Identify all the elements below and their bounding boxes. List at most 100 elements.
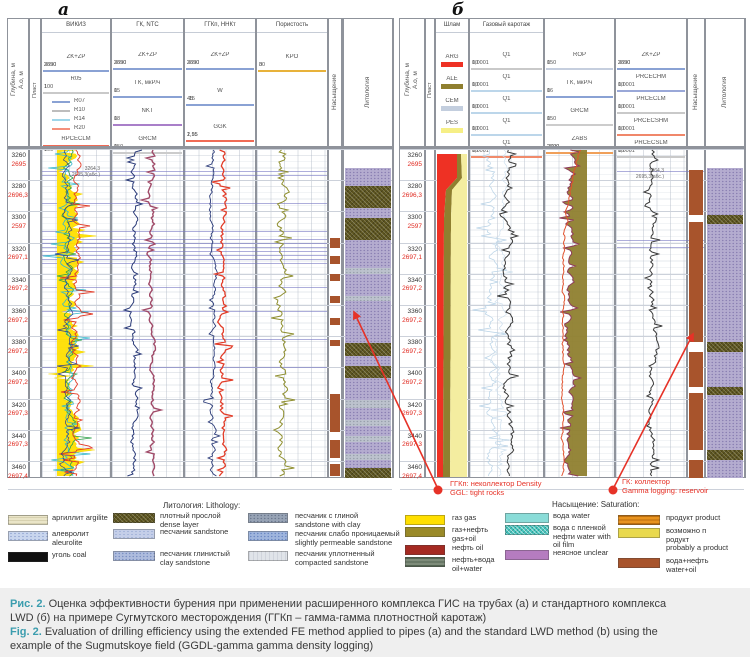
b-t1-row2-max: 10 [472,82,479,88]
b-t2-row1-scale: 0 150 [545,60,614,67]
a-t2-row3-scale: 0 18 [112,116,183,123]
legend-swatch-dense [113,513,155,523]
b-depth-md-label: 3360 [407,308,422,315]
panel-a-saturation-column [329,19,341,477]
b-top-marker-tvd: 2695,3(абс.) [635,174,664,180]
legend-label-line: probably a product [666,543,729,552]
legend-label-line: compacted sandstone [295,557,369,567]
b-saturation-block [689,352,703,387]
a-saturation-block [330,464,340,476]
figure-caption: Рис. 2. Оценка эффективности бурения при… [0,588,750,657]
legend-label-sand: песчаник sandstone [160,527,228,537]
annotation-dot-reservoir [608,485,618,495]
legend-label-line: продукт product [666,513,721,522]
a-t1-row2-name: R05 [70,76,82,82]
b-t1-row1-scale: 0,0001 10 [470,60,543,67]
b-t3-row4-name: PRCECSHM [633,118,669,124]
plast-header-b-: Пласт [427,82,433,98]
a-t2-row3-min: 0 [114,116,118,122]
legend-swatch-aleurolite [8,531,48,541]
legend-label-clay_sand: песчаник глинистый clay sandstone [160,549,230,567]
a-depth-tvd-label: 2697,3 [8,410,28,418]
legend-label-line: родукт [666,534,690,544]
panel-a-letter: а [58,0,70,20]
b-depth-md-label: 3460 [407,464,422,471]
b-t2-row1-min: 0 [547,60,551,66]
a-depth-tvd-label: 2597 [11,222,26,230]
saturation-header-b-: Насыщение [692,74,699,111]
a-lithology-segment [345,400,391,408]
legend-label-oil_water: нефть+вода oil+water [452,555,495,573]
b-depth-tvd-label: 2697,2 [402,347,422,355]
a-depth-tvd-label: 2697,2 [8,285,28,293]
b-lithology-segment [707,450,743,460]
legend-label-water: вода water [553,511,590,521]
legend-swatch-sand [113,529,155,539]
a-depth-tvd-label: 2697,4 [8,472,28,480]
a-t3-row1-name: ZK+ZP [210,52,230,58]
b-t3-row1-name: ZK+ZP [641,52,661,58]
b-t3-row4-scale: 0,0001 10 [616,126,686,133]
a-depth-gridline [8,398,392,400]
depth-axis-title-b-: Глубина, м А.о, м [404,63,419,97]
panel-a-track2-title: ГК, NTC [112,20,183,33]
a-saturation-block [330,274,340,281]
a-t1-row3-curve-key-label: R20 [74,125,86,131]
b-lithology-segment [707,215,743,224]
b-lithology-segment [707,168,743,215]
a-t4-row1-min: 0 [259,62,263,68]
b-t2-row3-rule [546,124,613,126]
legend-label-line: вода с пленкой [553,523,606,532]
a-t1-row1-max: 3390 [44,62,57,68]
a-t4-row1-scale: 0 30 [257,62,327,69]
legend-swatch-water_oil [618,558,660,568]
panel-b-plast-column [426,19,434,477]
a-t3-row3-max: 2,95 [187,132,198,138]
a-depth-gridline [8,149,392,150]
legend-label-line: gas+oil [452,533,476,543]
saturation-header-a: Насыщение [331,74,338,111]
annotation-line: Gamma logging: reservoir [622,486,709,495]
legend-swatch-product [618,515,660,525]
b-depth-gridline [400,149,744,150]
b-t3-row4-rule [617,134,685,136]
b-depth-tvd-label: 2697,3 [402,441,422,449]
a-t2-row2-name: ГК, мкР/ч [134,80,161,86]
shlam-chip-ARG-label: ARG [445,54,459,60]
a-depth-gridline [8,180,392,182]
legend-swatch-argillite [8,515,48,525]
annotation-line: ГК: коллектор [622,477,670,486]
b-lithology-segment [707,460,743,478]
a-lithology-segment [345,240,391,268]
b-t2-row1-max: 150 [547,60,557,66]
a-t1-row3-curve-key-label: R07 [74,98,86,104]
b-t2-row4-name: ZABS [571,136,588,142]
a-t2-row2-min: 0 [114,88,118,94]
legend-label-line: плотный прослой [160,511,221,520]
legend-label-coal: уголь coal [52,550,87,560]
a-formation-line [42,203,327,204]
a-depth-md-label: 3400 [11,370,26,378]
a-saturation-block [330,440,340,458]
shlam-chip-ALE-swatch [441,84,463,89]
b-t3-row1-max: 3390 [618,60,631,66]
b-t2-row1-rule [546,68,613,70]
legend-label-line: уголь coal [52,550,87,559]
a-depth-md-label: 3420 [11,401,26,409]
b-t2-row4-rule [546,152,613,154]
b-saturation-block [689,170,703,215]
legend-label-line: песчаник глинистый [160,549,230,558]
a-depth-gridline-last [8,489,392,490]
a-lithology-segment [345,343,391,356]
a-formation-line [42,263,327,264]
a-t1-row3-curve-key-label: R14 [74,116,86,122]
b-lithology-segment [707,342,743,352]
shlam-chip-CEM-label: CEM [445,98,459,104]
legend-swatch-sand_perm [248,531,288,541]
a-lithology-segment [345,460,391,468]
b-t3-row5-max: 10 [618,148,625,154]
b-t1-row5-name: Q1 [502,140,511,146]
panel-b-shlam-title: Шлам [436,20,468,33]
b-depth-md-label: 3380 [407,339,422,347]
legend: аргиллит argilite алевролит aleurolite угол… [0,500,750,588]
